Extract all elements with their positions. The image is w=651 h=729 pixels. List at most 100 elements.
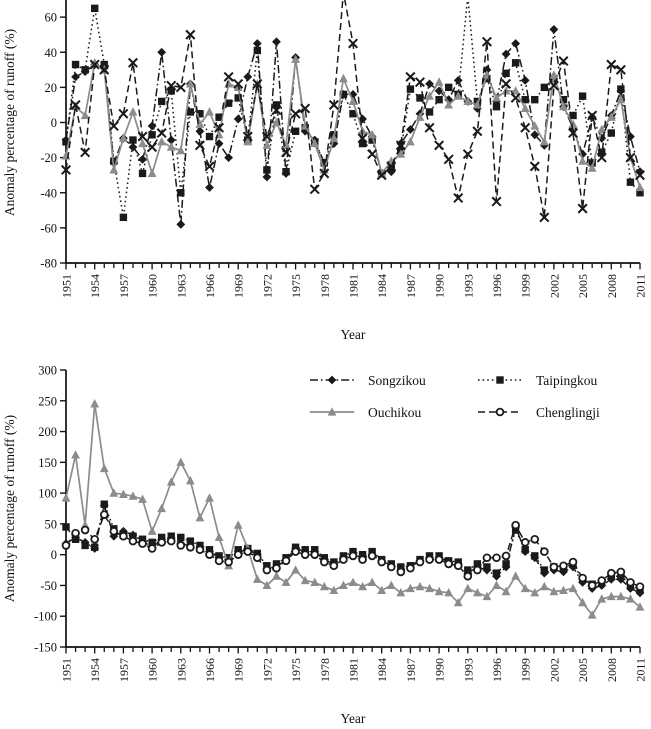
data-point-triangle <box>549 70 559 79</box>
data-point-triangle <box>329 585 339 594</box>
x-tick-label: 1975 <box>289 274 303 298</box>
data-point-x <box>214 122 225 133</box>
data-point-x <box>472 126 483 137</box>
legend-label: Chenglingji <box>536 405 600 420</box>
data-point-x <box>443 154 454 165</box>
data-point-open-circle <box>587 581 597 590</box>
data-point-x <box>223 71 234 82</box>
data-point-square <box>263 562 271 570</box>
data-point-open-circle <box>205 550 214 559</box>
data-point-open-circle <box>540 547 549 556</box>
legend-item-taipingkou[interactable]: Taipingkou <box>478 373 598 388</box>
plot-area <box>60 0 646 229</box>
data-point-square <box>148 538 156 547</box>
data-point-diamond <box>176 219 186 229</box>
data-point-triangle <box>501 586 511 596</box>
data-point-square <box>110 157 118 165</box>
data-point-square <box>186 537 195 545</box>
x-tick-label: 1951 <box>60 658 74 682</box>
data-point-diamond <box>252 39 262 48</box>
data-point-x <box>290 108 301 119</box>
data-point-diamond <box>205 183 214 192</box>
data-point-square <box>588 159 596 167</box>
data-point-triangle <box>109 165 119 174</box>
data-point-triangle <box>243 137 253 146</box>
data-point-square <box>272 560 281 568</box>
data-point-triangle <box>195 119 205 128</box>
data-point-square <box>358 139 367 148</box>
data-point-open-circle <box>339 555 348 564</box>
data-point-square <box>473 560 482 568</box>
legend-item-songzikou[interactable]: Songzikou <box>310 373 426 388</box>
y-axis-title: Anomaly percentage of runoff (%) <box>2 415 17 602</box>
data-point-x <box>89 59 100 70</box>
x-tick-label: 2005 <box>576 274 590 298</box>
data-point-x <box>166 80 177 91</box>
y-tick-label: 60 <box>45 11 58 25</box>
data-point-diamond <box>272 37 281 47</box>
data-point-square <box>531 552 539 560</box>
data-point-open-circle <box>559 561 568 571</box>
data-point-x <box>596 152 607 163</box>
data-point-triangle <box>272 571 281 580</box>
data-point-triangle <box>176 145 186 155</box>
data-point-triangle <box>348 96 358 106</box>
data-point-triangle <box>463 583 473 593</box>
data-point-triangle <box>377 168 387 178</box>
data-point-open-circle <box>262 565 272 575</box>
data-point-triangle <box>128 107 138 116</box>
data-point-diamond <box>453 75 463 85</box>
data-point-triangle <box>291 565 300 574</box>
data-point-diamond <box>327 375 337 385</box>
y-tick-label: 300 <box>38 364 57 378</box>
data-point-diamond <box>109 531 119 541</box>
data-point-triangle <box>327 407 337 416</box>
data-point-triangle <box>80 110 90 120</box>
data-point-square <box>320 159 328 167</box>
data-point-x <box>481 36 492 47</box>
data-point-triangle <box>214 532 224 542</box>
data-point-open-circle <box>434 555 444 564</box>
x-tick-label: 1960 <box>146 274 160 298</box>
x-tick-label: 1984 <box>375 658 389 682</box>
data-point-square <box>435 95 443 104</box>
x-tick-label: 1987 <box>404 658 418 682</box>
x-tick-label: 1978 <box>318 274 332 298</box>
data-point-square <box>301 546 309 554</box>
data-point-open-circle <box>597 576 607 585</box>
data-point-triangle <box>205 493 214 502</box>
x-tick-label: 1981 <box>347 658 361 682</box>
data-point-open-circle <box>195 545 205 555</box>
legend-item-chenglingji[interactable]: Chenglingji <box>478 405 600 420</box>
data-point-open-circle <box>166 536 176 546</box>
data-point-x <box>252 78 263 89</box>
y-tick-label: -150 <box>34 641 57 655</box>
data-point-open-circle <box>310 550 320 559</box>
data-point-diamond <box>233 114 243 124</box>
y-axis-title: Anomaly percentage of runoff (%) <box>2 29 17 216</box>
data-point-open-circle <box>253 553 262 563</box>
data-point-open-circle <box>214 556 224 566</box>
data-point-triangle <box>166 477 176 486</box>
data-point-triangle <box>329 133 339 142</box>
x-tick-label: 1999 <box>519 274 533 298</box>
data-point-open-circle <box>291 547 300 556</box>
data-point-open-circle <box>233 550 243 559</box>
data-point-triangle <box>367 577 377 586</box>
data-point-square <box>253 549 262 558</box>
data-point-triangle <box>166 142 176 151</box>
data-point-square <box>540 83 549 92</box>
data-point-square <box>492 102 501 111</box>
data-point-x <box>137 131 148 142</box>
data-point-x <box>118 108 129 119</box>
data-point-triangle <box>568 583 578 593</box>
legend-item-ouchikou[interactable]: Ouchikou <box>310 405 421 420</box>
x-tick-label: 1954 <box>88 274 102 298</box>
data-point-square <box>626 178 635 186</box>
data-point-triangle <box>559 101 568 111</box>
data-point-triangle <box>597 594 607 603</box>
data-point-x <box>271 105 282 116</box>
data-point-open-circle <box>511 520 520 530</box>
data-point-triangle <box>549 586 559 596</box>
data-point-open-circle <box>415 557 425 567</box>
